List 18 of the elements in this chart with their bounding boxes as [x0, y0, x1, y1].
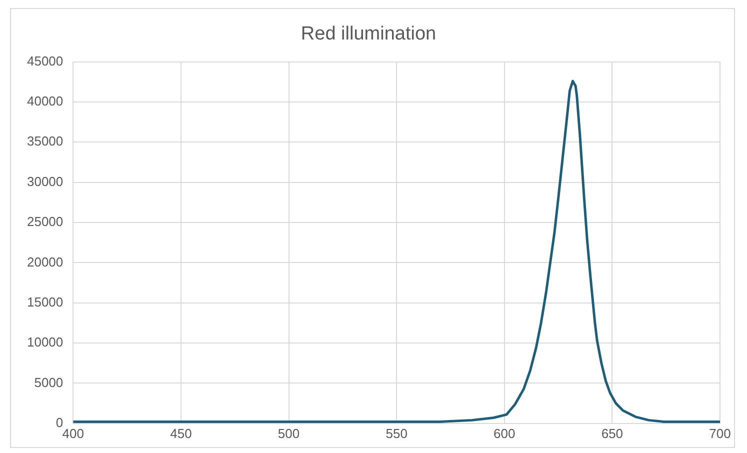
y-tick-label: 35000: [26, 134, 64, 149]
chart-title: Red illumination: [300, 24, 436, 45]
y-tick-label: 0: [56, 414, 64, 430]
x-tick-label: 500: [278, 426, 300, 441]
y-tick-label: 25000: [26, 214, 64, 230]
y-tick-label: 45000: [26, 53, 64, 68]
y-tick-label: 30000: [26, 174, 64, 189]
x-tick-label: 650: [601, 426, 624, 441]
y-tick-label: 15000: [26, 294, 64, 310]
x-tick-label: 550: [386, 426, 408, 441]
x-tick-label: 400: [62, 426, 84, 441]
y-tick-label: 40000: [26, 94, 64, 109]
y-tick-label: 5000: [34, 374, 64, 390]
x-tick-label: 600: [494, 426, 516, 441]
y-tick-label: 20000: [26, 254, 64, 270]
y-tick-label: 10000: [26, 334, 64, 350]
x-tick-label: 450: [170, 426, 192, 441]
x-tick-label: 700: [709, 426, 731, 441]
